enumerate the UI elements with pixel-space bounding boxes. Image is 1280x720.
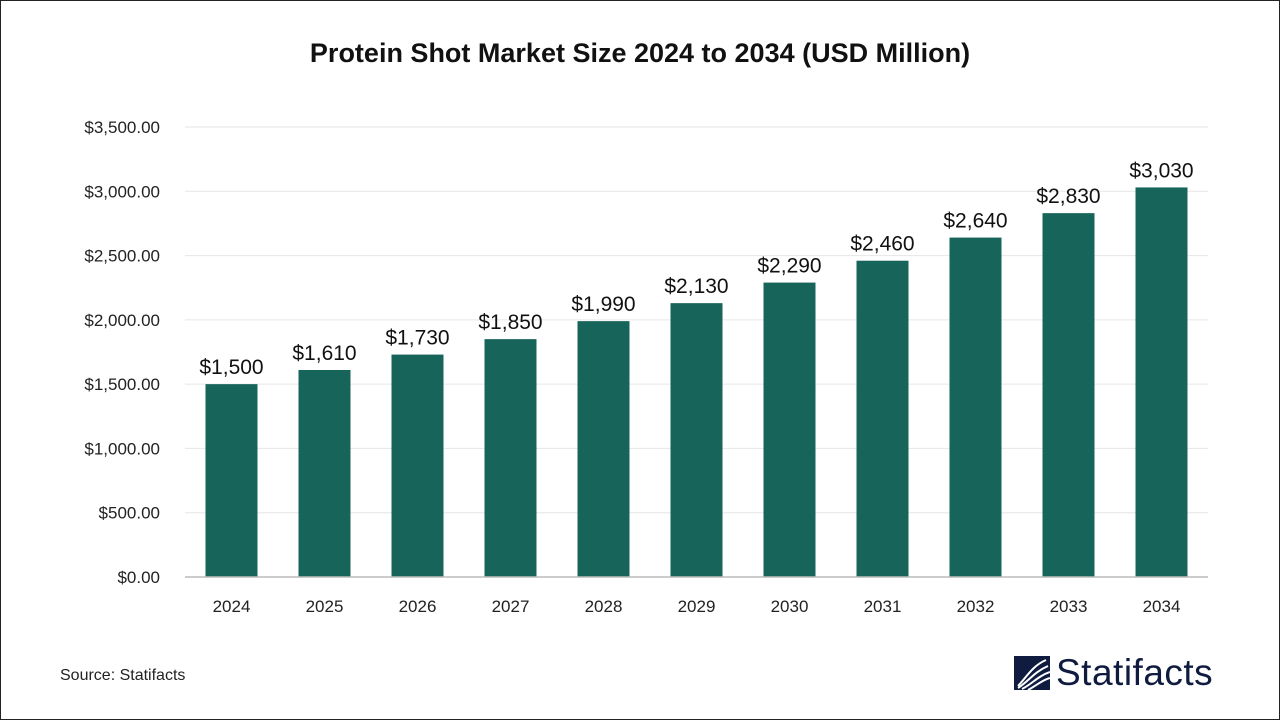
x-tick-label: 2028 (585, 597, 623, 616)
x-tick-label: 2030 (771, 597, 809, 616)
bar (391, 354, 444, 577)
y-tick-label: $1,500.00 (84, 375, 160, 394)
y-tick-label: $3,500.00 (84, 118, 160, 137)
y-tick-label: $2,500.00 (84, 247, 160, 266)
data-label: $2,130 (664, 275, 728, 298)
x-tick-label: 2025 (306, 597, 344, 616)
x-tick-label: 2033 (1050, 597, 1088, 616)
bar (949, 237, 1002, 578)
x-tick-label: 2027 (492, 597, 530, 616)
data-label: $3,030 (1129, 159, 1193, 182)
data-label: $1,500 (199, 356, 263, 379)
logo-text: Statifacts (1056, 652, 1214, 693)
data-label: $1,730 (385, 327, 449, 350)
data-label: $2,290 (757, 255, 821, 278)
y-tick-label: $0.00 (117, 568, 160, 587)
bar (298, 370, 351, 577)
data-label: $1,850 (478, 311, 542, 334)
source-note: Source: Statifacts (60, 667, 186, 684)
x-tick-label: 2032 (957, 597, 995, 616)
bar (577, 321, 630, 577)
x-tick-label: 2034 (1143, 597, 1181, 616)
data-label: $1,610 (292, 342, 356, 365)
y-tick-label: $2,000.00 (84, 311, 160, 330)
bar (484, 339, 537, 577)
bar (856, 260, 909, 577)
y-tick-label: $500.00 (99, 504, 160, 523)
statifacts-logo: Statifacts (1014, 652, 1213, 694)
x-tick-label: 2029 (678, 597, 716, 616)
chart-title: Protein Shot Market Size 2024 to 2034 (U… (309, 38, 971, 68)
data-label: $1,990 (571, 293, 635, 316)
bar (670, 303, 723, 577)
bar (1042, 213, 1095, 577)
y-tick-label: $3,000.00 (84, 182, 160, 201)
data-label: $2,640 (943, 210, 1007, 233)
statifacts-logo-icon (1014, 656, 1050, 690)
x-tick-label: 2031 (864, 597, 902, 616)
x-tick-label: 2024 (213, 597, 251, 616)
x-tick-label: 2026 (399, 597, 437, 616)
y-tick-label: $1,000.00 (84, 439, 160, 458)
data-label: $2,830 (1036, 185, 1100, 208)
bar (205, 384, 258, 577)
data-label: $2,460 (850, 233, 914, 256)
bar (1135, 187, 1188, 577)
bar (763, 282, 816, 577)
